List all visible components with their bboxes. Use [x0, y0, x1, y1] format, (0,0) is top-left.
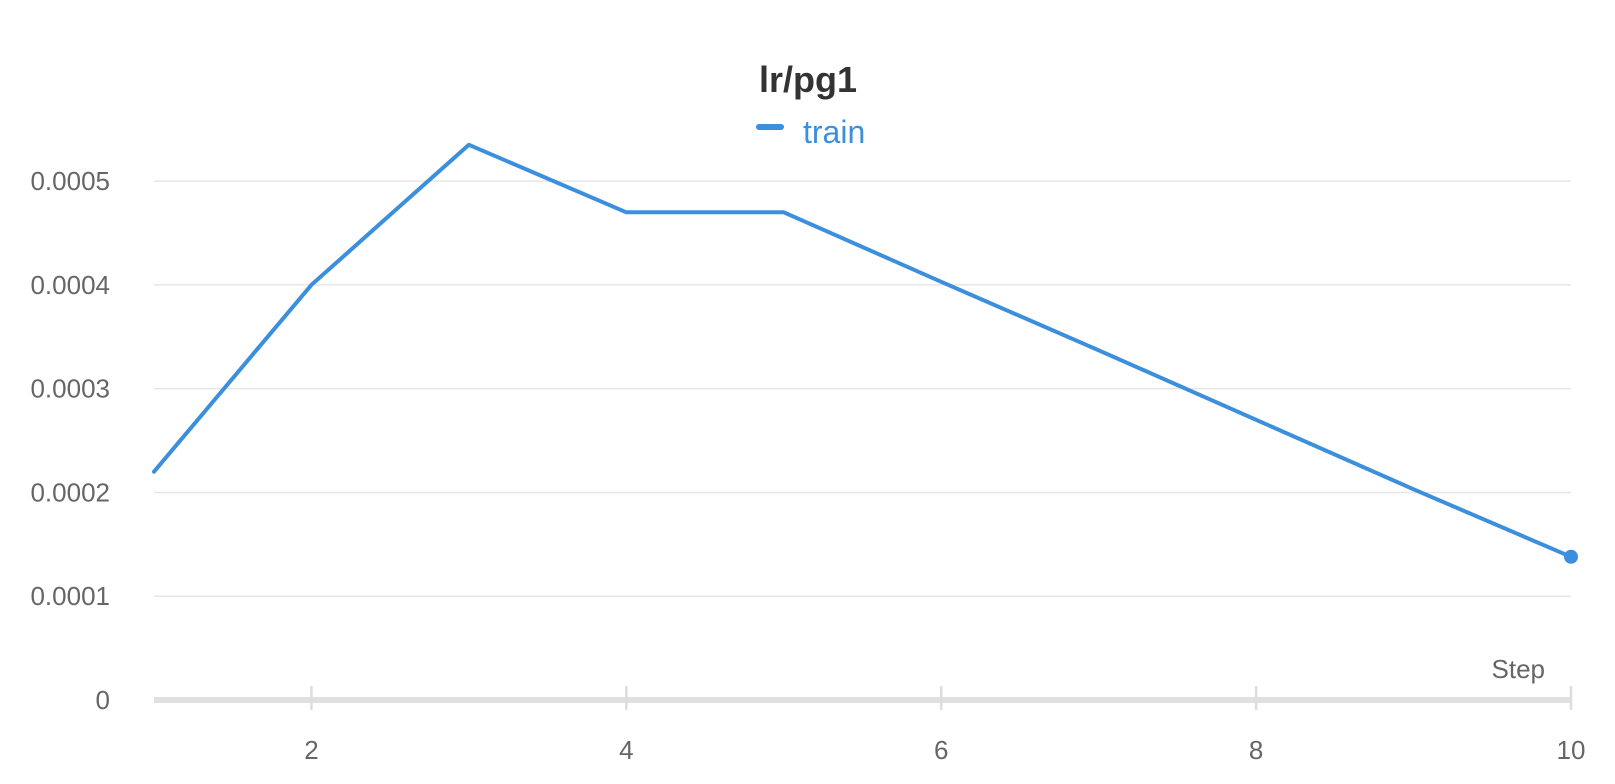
x-tick-label: 2 [304, 735, 318, 765]
y-tick-label: 0.0001 [30, 581, 110, 611]
x-tick-label: 4 [619, 735, 633, 765]
series-last-point-marker[interactable] [1564, 549, 1578, 564]
series-group[interactable] [152, 142, 1578, 564]
legend[interactable]: train [756, 114, 865, 150]
y-axis-tick-labels: 0 0.0001 0.0002 0.0003 0.0004 0.0005 [30, 166, 110, 715]
legend-label-train: train [803, 114, 865, 150]
y-tick-label: 0.0002 [30, 477, 110, 507]
x-axis [154, 686, 1573, 710]
x-tick-label: 6 [934, 735, 948, 765]
series-line-train[interactable] [152, 142, 1573, 559]
grid-lines [154, 180, 1571, 597]
x-tick-label: 8 [1249, 735, 1263, 765]
x-axis-tick-labels: 2 4 6 8 10 [304, 735, 1585, 765]
y-tick-label: 0.0005 [30, 166, 110, 196]
y-tick-label: 0.0004 [30, 270, 110, 300]
x-tick-label: 10 [1557, 735, 1586, 765]
legend-swatch-train [756, 124, 784, 130]
y-tick-label: 0.0003 [30, 374, 110, 404]
chart-title: lr/pg1 [759, 59, 857, 100]
y-tick-label: 0 [96, 685, 110, 715]
x-axis-title: Step [1492, 654, 1546, 684]
